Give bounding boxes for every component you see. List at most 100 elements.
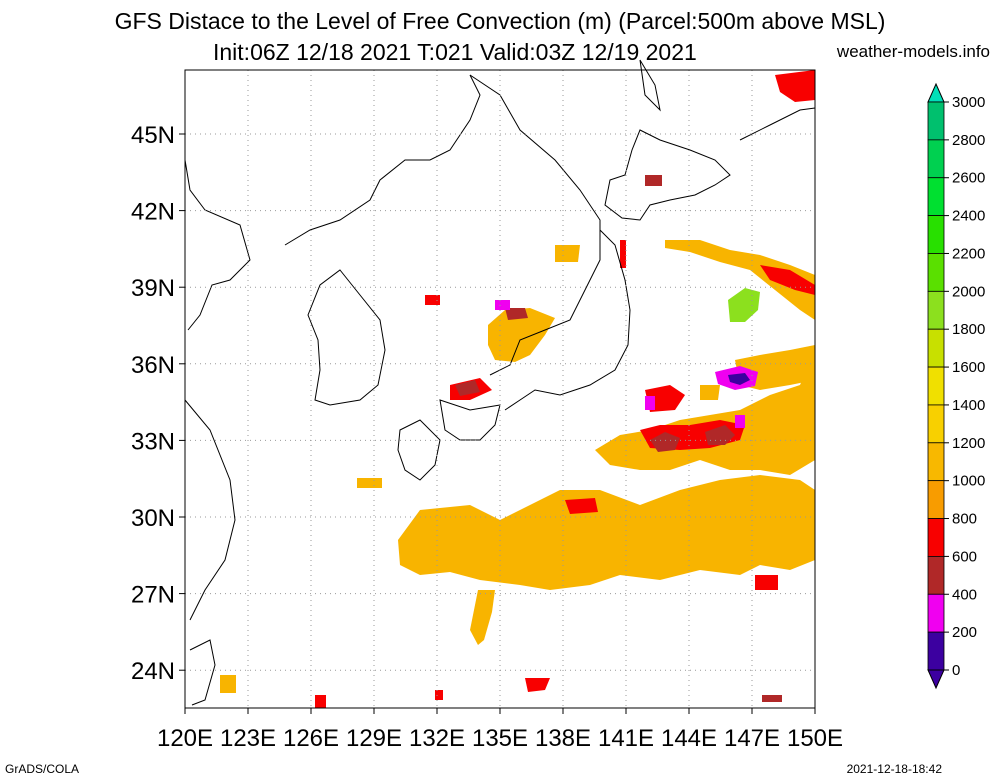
field-region [220,675,236,693]
lat-label: 45N [131,122,175,149]
colorbar-label: 200 [952,624,977,641]
lon-label: 132E [409,725,465,752]
coastline [284,74,481,246]
lon-label: 135E [472,725,528,752]
field-region [488,308,555,362]
colorbar-swatch [927,328,945,368]
colorbar-label: 600 [952,548,977,565]
colorbar-swatch [927,253,945,292]
coastline [639,59,661,112]
coastline [604,129,731,221]
colorbar-swatch [927,442,945,482]
generated-timestamp: 2021-12-18-18:42 [846,762,942,776]
software-credit: GrADS/COLA [5,762,80,776]
field-region [728,288,760,322]
colorbar-label: 800 [952,511,977,528]
colorbar-label: 2600 [952,170,985,187]
colorbar-label: 2800 [952,132,985,149]
lon-label: 123E [220,725,276,752]
field-region [775,70,815,102]
colorbar-label: 2200 [952,245,985,262]
lon-label: 141E [598,725,654,752]
colorbar-swatch [927,518,945,557]
field-region [705,425,735,445]
lfc-field-layer [220,70,815,708]
colorbar-swatch [927,139,945,179]
colorbar-label: 1800 [952,321,985,338]
grid-lines [185,70,815,708]
site-credit: weather-models.info [836,42,990,61]
lon-label: 120E [157,725,213,752]
colorbar-label: 1600 [952,359,985,376]
field-region [435,690,443,700]
field-region [645,396,655,410]
colorbar-swatch [927,480,945,519]
map-title: GFS Distace to the Level of Free Convect… [114,8,886,34]
colorbar-swatch [927,404,945,444]
colorbar-swatch [927,101,945,141]
field-region [700,385,720,400]
field-region [650,432,680,452]
lat-label: 33N [131,428,175,455]
lon-label: 138E [535,725,591,752]
colorbar-label: 1000 [952,473,985,490]
longitude-labels: 120E 123E 126E 129E 132E 135E 138E 141E 144E 147E… [157,708,843,752]
coastline [189,639,216,706]
colorbar-label: 2400 [952,208,985,225]
colorbar-swatch [927,556,945,595]
lon-label: 144E [661,725,717,752]
colorbar-swatch [927,290,945,330]
coastline [504,229,631,411]
coastline [184,399,236,621]
field-region [525,678,550,692]
lat-label: 27N [131,582,175,609]
colorbar-swatch [927,215,945,254]
colorbar: 3000280026002400220020001800160014001200… [927,82,985,690]
field-region [645,175,662,186]
lon-label: 150E [787,725,843,752]
field-region [425,295,440,305]
field-region [455,380,480,396]
lat-label: 24N [131,658,175,685]
colorbar-label: 0 [952,662,960,679]
field-region [555,245,580,262]
field-region [315,695,326,708]
latitude-labels: 45N 42N 39N 36N 33N 30N 27N 24N [131,122,185,685]
lon-label: 126E [283,725,339,752]
colorbar-label: 1400 [952,397,985,414]
colorbar-swatch [927,593,945,633]
field-region [755,575,778,590]
field-region [470,590,495,645]
lon-label: 129E [346,725,402,752]
colorbar-label: 3000 [952,94,985,111]
field-region [565,498,598,514]
field-region [728,373,750,385]
field-region [357,478,382,488]
field-region [495,300,510,310]
colorbar-swatch [927,631,945,671]
coastline [439,399,501,441]
lat-label: 39N [131,275,175,302]
coastline [469,74,601,376]
field-region [620,240,626,268]
map-subtitle: Init:06Z 12/18 2021 T:021 Valid:03Z 12/1… [213,39,697,65]
colorbar-label: 400 [952,586,977,603]
lat-label: 36N [131,352,175,379]
colorbar-swatch [927,177,945,217]
lon-label: 147E [724,725,780,752]
colorbar-bottom-arrow [927,669,945,690]
field-region [398,475,815,590]
colorbar-top-arrow [927,82,945,103]
coastline [307,269,386,406]
lat-label: 30N [131,505,175,532]
colorbar-label: 1200 [952,435,985,452]
coastline-layer [184,59,816,706]
field-region [505,308,528,320]
field-region [762,695,782,702]
colorbar-swatch [927,366,945,406]
field-region [735,415,745,428]
coastline [397,419,441,481]
colorbar-label: 2000 [952,283,985,300]
field-region [760,265,815,295]
